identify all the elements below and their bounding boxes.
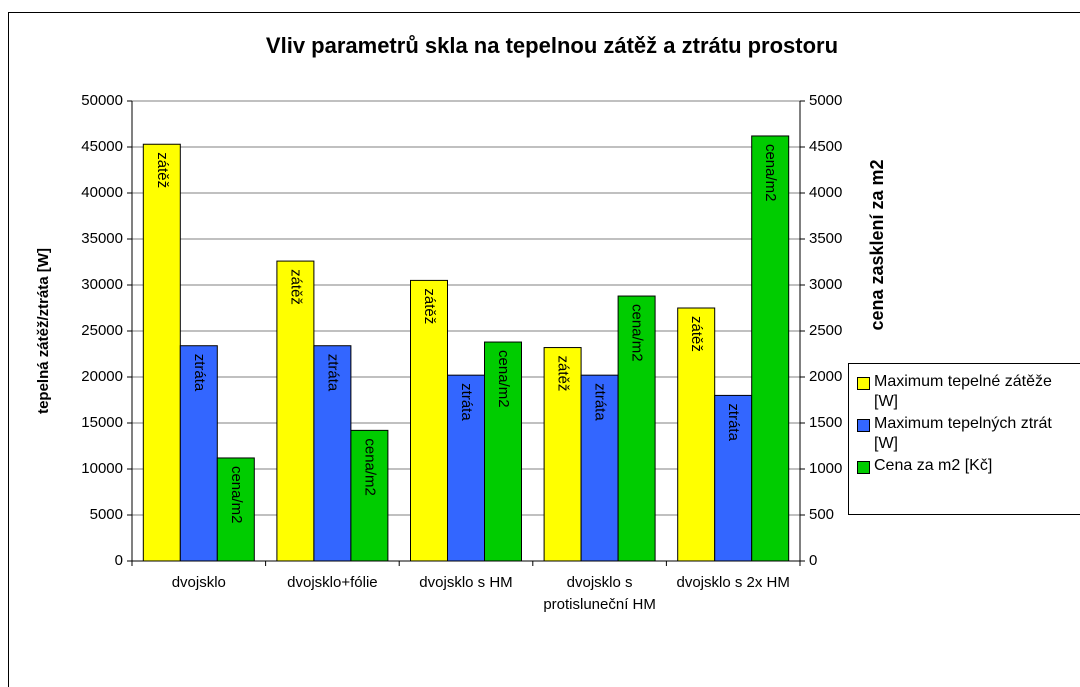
bar-label: zátěž: [555, 356, 572, 392]
y-tick-label: 15000: [81, 414, 123, 431]
y-tick-label: 10000: [81, 460, 123, 477]
x-tick-label: dvojsklo: [171, 574, 226, 591]
bar: [617, 295, 656, 562]
y2-tick-label: 3500: [809, 230, 842, 247]
bar: [142, 143, 181, 562]
legend-label: Cena za m2 [Kč]: [874, 457, 993, 474]
y-tick-label: 25000: [81, 322, 123, 339]
x-tick-label: dvojsklo s 2x HM: [676, 574, 790, 591]
bar: [410, 279, 448, 562]
y-tick-label: 45000: [81, 138, 123, 155]
bar-label: ztráta: [191, 354, 208, 392]
bar-label: cena/m2: [228, 466, 245, 524]
legend: Maximum tepelné zátěže [W] Maximum tepeln…: [848, 363, 1080, 515]
y2-tick-label: 5000: [809, 92, 842, 109]
bar-label: zátěž: [154, 152, 171, 188]
x-tick-label: dvojsklo+fólie: [287, 574, 378, 591]
bar-label: ztráta: [592, 383, 609, 421]
bar-label: cena/m2: [361, 438, 378, 496]
y2-axis-label: cena zasklení za m2: [867, 159, 887, 330]
x-tick-label: dvojsklo s protisluneční HM: [543, 574, 656, 613]
y2-tick-label: 4000: [809, 184, 842, 201]
legend-item: Cena za m2 [Kč]: [857, 456, 1054, 476]
y-tick-label: 5000: [90, 506, 123, 523]
legend-label: Maximum tepelné zátěže [W]: [874, 373, 1052, 410]
bar: [484, 341, 522, 562]
bar: [350, 429, 389, 562]
legend-swatch: [857, 419, 870, 432]
bar: [179, 345, 218, 562]
y-tick-label: 50000: [81, 92, 123, 109]
bar-label: zátěž: [421, 288, 438, 324]
y2-tick-label: 2000: [809, 368, 842, 385]
chart-title: Vliv parametrů skla na tepelnou zátěž a …: [266, 33, 838, 58]
legend-label: Maximum tepelných ztrát [W]: [874, 415, 1052, 452]
bar: [313, 345, 352, 562]
y2-tick-label: 0: [809, 552, 817, 569]
y2-tick-label: 1000: [809, 460, 842, 477]
y-tick-label: 35000: [81, 230, 123, 247]
y-tick-label: 20000: [81, 368, 123, 385]
legend-item: Maximum tepelné zátěže [W]: [857, 372, 1054, 412]
x-tick-label: dvojsklo s HM: [419, 574, 513, 591]
y-axis-label: tepelná zátěž/ztráta [W]: [35, 248, 52, 414]
y2-tick-label: 3000: [809, 276, 842, 293]
y2-tick-label: 4500: [809, 138, 842, 155]
bar-label: ztráta: [324, 354, 341, 392]
bar: [714, 394, 753, 562]
bar: [751, 135, 790, 562]
bar-label: zátěž: [688, 316, 705, 352]
bar-label: cena/m2: [762, 144, 779, 202]
bar-label: cena/m2: [629, 304, 646, 362]
bar-label: ztráta: [725, 403, 742, 441]
y-tick-label: 40000: [81, 184, 123, 201]
bar: [276, 260, 315, 562]
y-tick-label: 0: [115, 552, 123, 569]
bar-label: cena/m2: [495, 350, 512, 408]
bar-label: zátěž: [287, 269, 304, 305]
y2-tick-label: 500: [809, 506, 834, 523]
legend-item: Maximum tepelných ztrát [W]: [857, 414, 1054, 454]
legend-swatch: [857, 461, 870, 474]
y2-tick-label: 1500: [809, 414, 842, 431]
bar: [447, 374, 485, 562]
y2-tick-label: 2500: [809, 322, 842, 339]
bar-label: ztráta: [458, 383, 475, 421]
legend-swatch: [857, 377, 870, 390]
bar: [216, 457, 255, 562]
y-tick-label: 30000: [81, 276, 123, 293]
